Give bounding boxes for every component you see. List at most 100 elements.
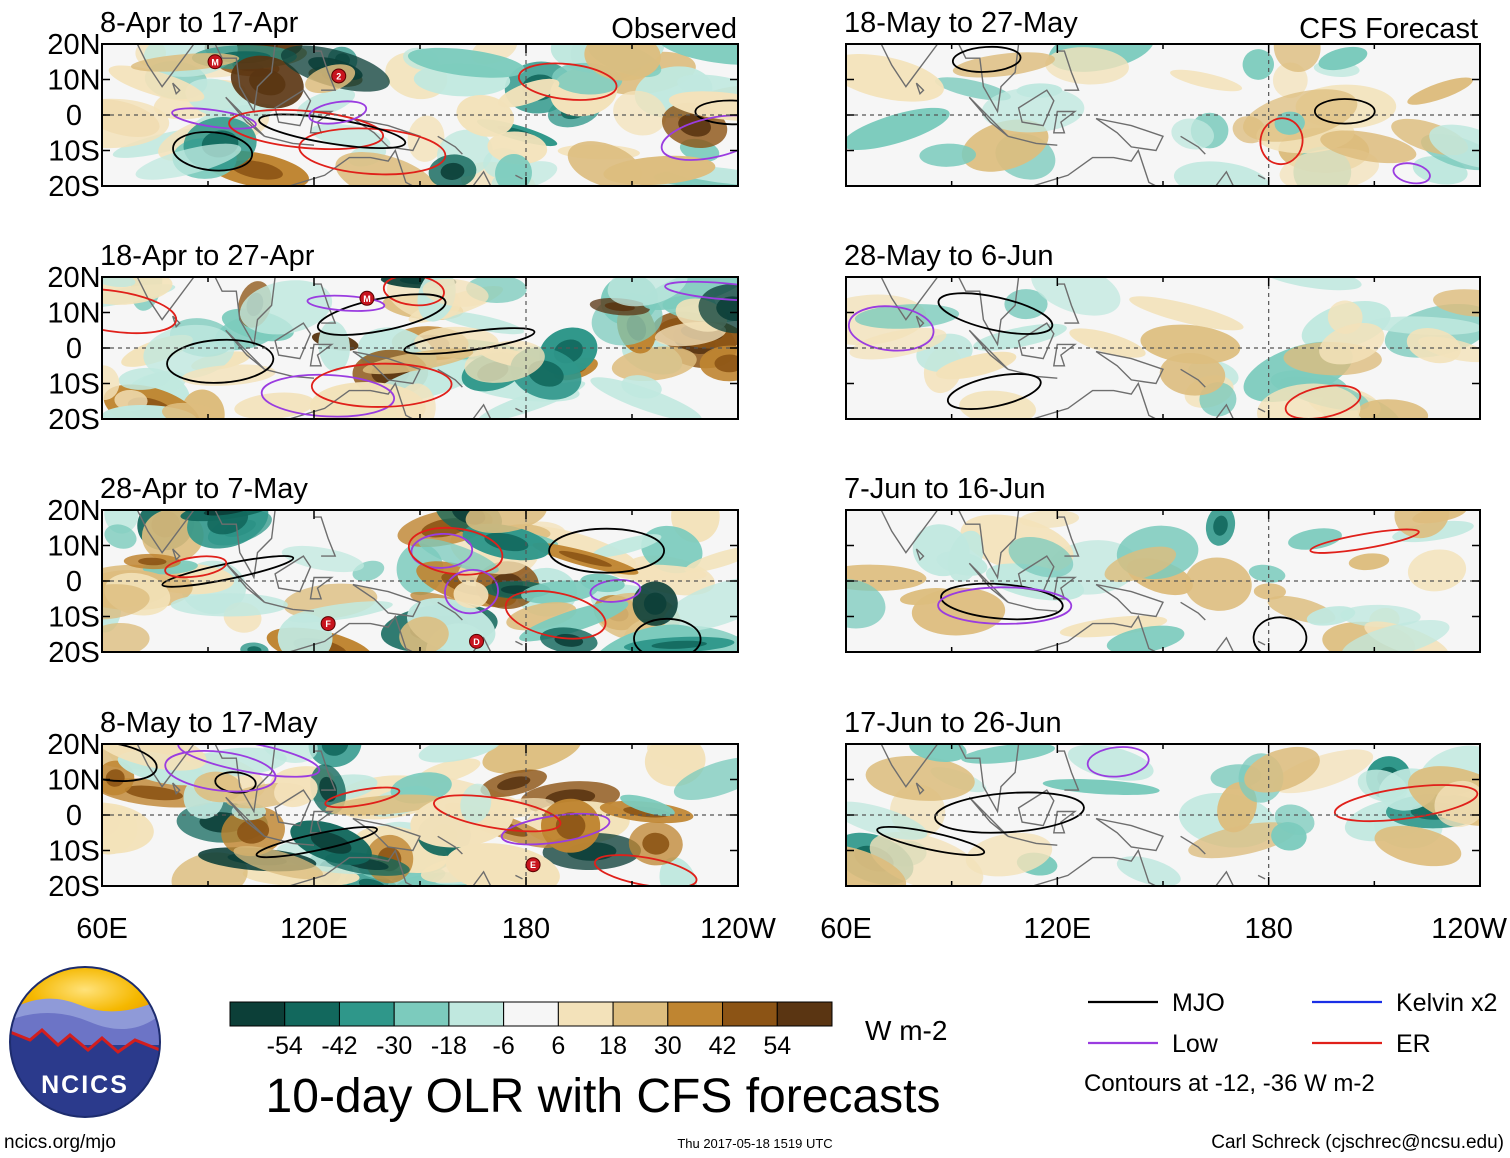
panel-period-title: 28-May to 6-Jun [844,240,1054,272]
cyclone-marker: E [525,857,541,873]
wave-contours [937,528,1420,652]
colorbar-label: 30 [654,1032,682,1060]
y-tick-label: 20N [47,262,100,294]
y-tick-label: 0 [66,566,82,598]
colorbar-swatch [667,1001,724,1027]
panel-period-title: 17-Jun to 26-Jun [844,707,1062,739]
y-tick-label: 10S [48,836,100,868]
panel-period-title: 18-May to 27-May [844,7,1078,39]
panel-5: 18-May to 27-May [844,7,1481,187]
x-tick-label: 60E [76,913,128,945]
wave-contours [951,45,1431,185]
x-tick-label: 180 [1244,913,1292,945]
colorbar-swatch [448,1001,505,1027]
wave-contours [161,526,702,652]
wave-contours [847,292,1362,419]
legend-label: MJO [1172,989,1225,1017]
panel-period-title: 8-Apr to 17-Apr [100,7,299,39]
panel-period-title: 7-Jun to 16-Jun [844,473,1046,505]
panel-period-title: 18-Apr to 27-Apr [100,240,315,272]
colorbar-label: 42 [709,1032,737,1060]
footer-credit: Carl Schreck (cjschrec@ncsu.edu) [1211,1132,1504,1153]
legend-item: Low [1088,1030,1219,1058]
legend-label: ER [1396,1030,1431,1058]
colorbar-label: 54 [763,1032,791,1060]
cyclone-marker: M [207,54,223,70]
y-tick-label: 10S [48,602,100,634]
x-tick-label: 120E [280,913,348,945]
forecast-column-label: CFS Forecast [1299,13,1478,45]
colorbar-label: -30 [376,1032,412,1060]
y-tick-label: 0 [66,333,82,365]
cyclone-marker: M [359,290,375,306]
y-tick-label: 0 [66,800,82,832]
cyclone-marker: 2 [331,68,347,84]
legend-item: ER [1312,1030,1431,1058]
wave-contours [876,746,1479,857]
cyclone-label: D [473,637,480,647]
colorbar-swatch [503,1001,559,1027]
y-tick-label: 0 [66,100,82,132]
y-tick-label: 20S [48,637,100,669]
coastlines [102,510,523,652]
cyclone-label: M [363,294,371,304]
panel-period-title: 8-May to 17-May [100,707,318,739]
olr-anomaly-field [102,44,738,186]
cyclone-label: M [211,57,219,67]
colorbar-units: W m-2 [865,1015,947,1046]
y-tick-label: 20N [47,29,100,61]
y-tick-label: 20N [47,495,100,527]
coastlines [102,277,523,419]
wave-contours [171,62,738,176]
olr-anomaly-field [102,277,738,419]
colorbar: -54 -42 -30 -18 -6 6 18 30 42 54 [229,1001,833,1060]
olr-anomaly-field [846,277,1480,419]
colorbar-swatch [229,1001,286,1027]
colorbar-swatch [393,1001,450,1027]
olr-anomaly-field [846,44,1480,186]
y-tick-label: 10N [47,765,100,797]
y-tick-label: 20S [48,404,100,436]
cyclone-marker: F [320,616,336,632]
y-tick-label: 20N [47,729,100,761]
colorbar-swatch [557,1001,614,1027]
x-tick-label: 120W [700,913,776,945]
contour-note: Contours at -12, -36 W m-2 [1084,1070,1375,1097]
y-tick-label: 10N [47,65,100,97]
coastlines [846,44,1266,186]
panel-8: 17-Jun to 26-Jun [844,707,1481,887]
footer-timestamp: Thu 2017-05-18 1519 UTC [677,1136,832,1151]
cyclone-label: 2 [336,71,341,81]
cyclone-label: F [325,619,331,629]
logo-text: NCICS [41,1071,129,1099]
colorbar-swatch [612,1001,669,1027]
ncics-logo: NCICS [9,966,161,1118]
panel-7: 7-Jun to 16-Jun [844,473,1481,653]
coastlines [846,277,1266,419]
y-tick-label: 20S [48,871,100,903]
y-tick-label: 20S [48,171,100,203]
chart-title: 10-day OLR with CFS forecasts [266,1070,941,1123]
y-tick-label: 10N [47,298,100,330]
footer-url[interactable]: ncics.org/mjo [4,1132,116,1153]
legend-item: MJO [1088,989,1225,1017]
coastlines [846,744,1266,886]
colorbar-swatch [338,1001,395,1027]
legend-label: Low [1172,1030,1219,1058]
olr-anomaly-field [102,744,738,886]
y-tick-label: 10S [48,369,100,401]
legend-item: Kelvin x2 [1312,989,1497,1017]
colorbar-label: -6 [493,1032,515,1060]
colorbar-label: 6 [551,1032,565,1060]
colorbar-swatch [722,1001,778,1027]
y-tick-label: 10N [47,531,100,563]
x-tick-label: 120W [1431,913,1507,945]
legend-label: Kelvin x2 [1396,989,1497,1017]
contour-legend: MJO Kelvin x2 Low ER [1088,989,1497,1058]
colorbar-label: -42 [321,1032,357,1060]
cyclone-label: E [530,860,536,870]
